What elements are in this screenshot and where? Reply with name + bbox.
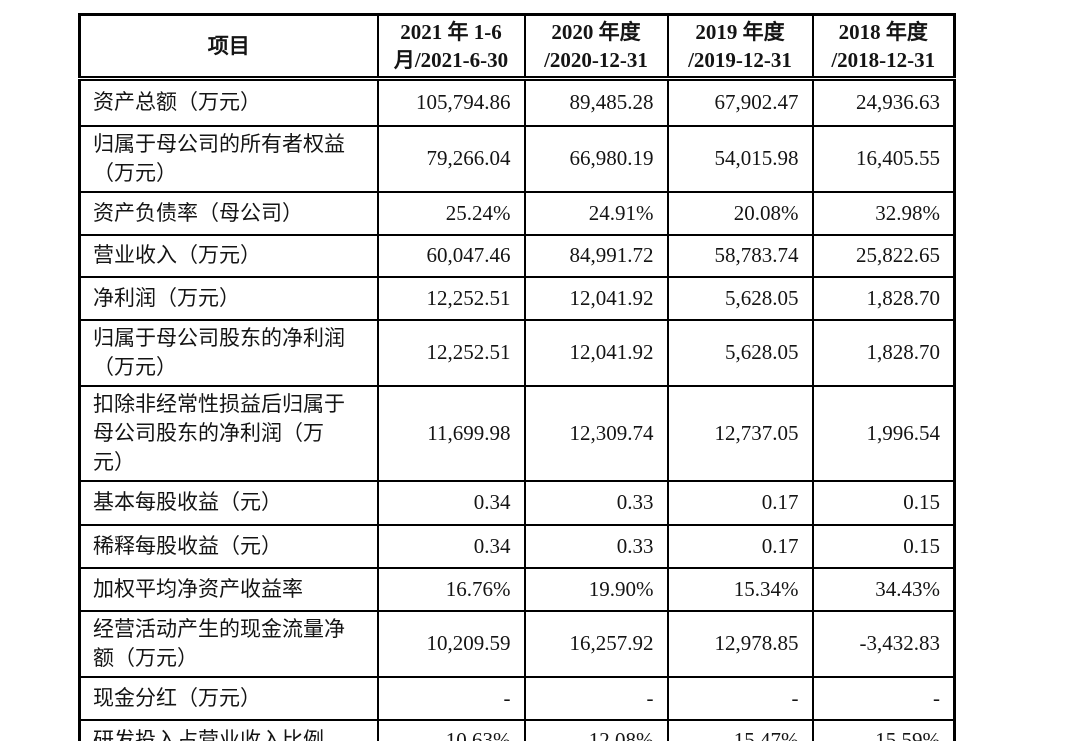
value-cell: 12,309.74 (523, 384, 669, 482)
header-period-line2: /2020-12-31 (544, 48, 648, 72)
table-row: 基本每股收益（元） 0.34 0.33 0.17 0.15 (78, 479, 956, 526)
value-cell: 1,828.70 (811, 318, 956, 387)
value-cell: 0.17 (666, 523, 814, 569)
header-period-line2: /2019-12-31 (688, 48, 792, 72)
table-row: 净利润（万元） 12,252.51 12,041.92 5,628.05 1,8… (78, 275, 956, 321)
value-cell: 5,628.05 (666, 318, 814, 387)
value-cell: 19.90% (523, 566, 669, 612)
header-period-line1: 2021 年 1-6 (400, 20, 502, 44)
value-cell: 5,628.05 (666, 275, 814, 321)
table-row: 经营活动产生的现金流量净额（万元） 10,209.59 16,257.92 12… (78, 609, 956, 678)
header-cell-period-2018: 2018 年度 /2018-12-31 (811, 13, 956, 81)
value-cell: 15.34% (666, 566, 814, 612)
value-cell: - (666, 675, 814, 721)
value-cell: 0.33 (523, 479, 669, 526)
header-period-line2: /2018-12-31 (831, 48, 936, 72)
value-cell: 0.33 (523, 523, 669, 569)
value-cell: 16,405.55 (811, 124, 956, 193)
table-row: 研发投入占营业收入比例 10.63% 12.08% 15.47% 15.59% (78, 718, 956, 741)
row-label: 归属于母公司股东的净利润（万元） (78, 318, 379, 387)
value-cell: 58,783.74 (666, 233, 814, 278)
header-cell-period-2020: 2020 年度 /2020-12-31 (523, 13, 669, 81)
value-cell: 16.76% (376, 566, 526, 612)
value-cell: 89,485.28 (523, 77, 669, 127)
value-cell: 0.34 (376, 523, 526, 569)
value-cell: 1,828.70 (811, 275, 956, 321)
value-cell: 60,047.46 (376, 233, 526, 278)
value-cell: 12,252.51 (376, 318, 526, 387)
header-period-line1: 2020 年度 (551, 20, 641, 44)
value-cell: 12,252.51 (376, 275, 526, 321)
value-cell: 0.34 (376, 479, 526, 526)
financial-summary-table: 项目 2021 年 1-6 月/2021-6-30 2020 年度 /2020-… (78, 13, 956, 741)
value-cell: 24,936.63 (811, 77, 956, 127)
value-cell: - (811, 675, 956, 721)
table-row: 归属于母公司的所有者权益（万元） 79,266.04 66,980.19 54,… (78, 124, 956, 193)
value-cell: 24.91% (523, 190, 669, 236)
row-label: 经营活动产生的现金流量净额（万元） (78, 609, 379, 678)
value-cell: 0.15 (811, 523, 956, 569)
value-cell: 25,822.65 (811, 233, 956, 278)
value-cell: - (523, 675, 669, 721)
value-cell: 1,996.54 (811, 384, 956, 482)
row-label: 基本每股收益（元） (78, 479, 379, 526)
row-label: 净利润（万元） (78, 275, 379, 321)
value-cell: 16,257.92 (523, 609, 669, 678)
row-label: 研发投入占营业收入比例 (78, 718, 379, 741)
header-cell-item: 项目 (78, 13, 379, 81)
value-cell: 12,737.05 (666, 384, 814, 482)
header-cell-period-2019: 2019 年度 /2019-12-31 (666, 13, 814, 81)
table-row: 资产负债率（母公司） 25.24% 24.91% 20.08% 32.98% (78, 190, 956, 236)
table-row: 加权平均净资产收益率 16.76% 19.90% 15.34% 34.43% (78, 566, 956, 612)
row-label: 营业收入（万元） (78, 233, 379, 278)
row-label: 资产总额（万元） (78, 77, 379, 127)
value-cell: 84,991.72 (523, 233, 669, 278)
value-cell: 11,699.98 (376, 384, 526, 482)
value-cell: 79,266.04 (376, 124, 526, 193)
header-period-line1: 2019 年度 (695, 20, 785, 44)
value-cell: 0.17 (666, 479, 814, 526)
value-cell: 105,794.86 (376, 77, 526, 127)
value-cell: 66,980.19 (523, 124, 669, 193)
table-row: 扣除非经常性损益后归属于母公司股东的净利润（万元） 11,699.98 12,3… (78, 384, 956, 482)
row-label: 资产负债率（母公司） (78, 190, 379, 236)
row-label: 现金分红（万元） (78, 675, 379, 721)
value-cell: 67,902.47 (666, 77, 814, 127)
value-cell: 25.24% (376, 190, 526, 236)
value-cell: 15.59% (811, 718, 956, 741)
header-period-line2: 月/2021-6-30 (393, 48, 509, 72)
value-cell: 12,978.85 (666, 609, 814, 678)
header-period-line1: 2018 年度 (838, 20, 928, 44)
value-cell: 10.63% (376, 718, 526, 741)
value-cell: 12,041.92 (523, 318, 669, 387)
value-cell: 12.08% (523, 718, 669, 741)
row-label: 稀释每股收益（元） (78, 523, 379, 569)
row-label: 扣除非经常性损益后归属于母公司股东的净利润（万元） (78, 384, 379, 482)
table-row: 归属于母公司股东的净利润（万元） 12,252.51 12,041.92 5,6… (78, 318, 956, 387)
header-item-label: 项目 (207, 34, 250, 58)
table-row: 资产总额（万元） 105,794.86 89,485.28 67,902.47 … (78, 77, 956, 127)
value-cell: 10,209.59 (376, 609, 526, 678)
value-cell: -3,432.83 (811, 609, 956, 678)
value-cell: 54,015.98 (666, 124, 814, 193)
header-row: 项目 2021 年 1-6 月/2021-6-30 2020 年度 /2020-… (78, 13, 956, 81)
value-cell: 20.08% (666, 190, 814, 236)
value-cell: 12,041.92 (523, 275, 669, 321)
value-cell: 0.15 (811, 479, 956, 526)
value-cell: - (376, 675, 526, 721)
header-cell-period-2021: 2021 年 1-6 月/2021-6-30 (376, 13, 526, 81)
row-label: 加权平均净资产收益率 (78, 566, 379, 612)
table-row: 现金分红（万元） - - - - (78, 675, 956, 721)
value-cell: 34.43% (811, 566, 956, 612)
table-row: 稀释每股收益（元） 0.34 0.33 0.17 0.15 (78, 523, 956, 569)
table-row: 营业收入（万元） 60,047.46 84,991.72 58,783.74 2… (78, 233, 956, 278)
row-label: 归属于母公司的所有者权益（万元） (78, 124, 379, 193)
value-cell: 32.98% (811, 190, 956, 236)
value-cell: 15.47% (666, 718, 814, 741)
